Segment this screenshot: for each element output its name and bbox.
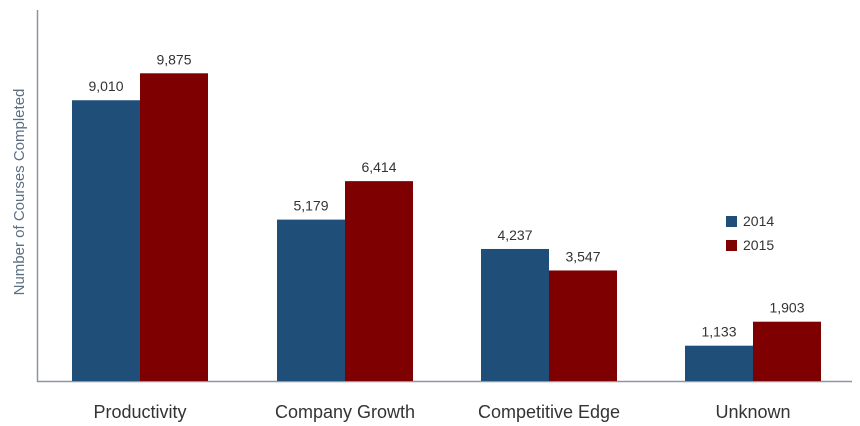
bar-2015-competitive-edge <box>549 270 617 381</box>
value-label-2015-productivity: 9,875 <box>156 51 191 67</box>
legend-label-2015: 2015 <box>743 237 774 253</box>
value-label-2014-company-growth: 5,179 <box>293 198 328 214</box>
value-label-2014-unknown: 1,133 <box>701 324 736 340</box>
value-label-2014-productivity: 9,010 <box>88 78 123 94</box>
value-label-2015-company-growth: 6,414 <box>361 159 396 175</box>
bar-2014-competitive-edge <box>481 248 549 381</box>
bar-2014-productivity <box>72 100 140 381</box>
value-label-2014-competitive-edge: 4,237 <box>497 227 532 243</box>
bars-group <box>72 73 821 382</box>
bar-2015-unknown <box>753 321 821 381</box>
x-tick-labels-group: Productivity Company Growth Competitive Ed… <box>93 402 790 422</box>
x-tick-label-productivity: Productivity <box>93 402 186 422</box>
bar-2015-productivity <box>140 73 208 382</box>
legend: 2014 2015 <box>726 213 774 253</box>
value-label-2015-competitive-edge: 3,547 <box>565 248 600 264</box>
legend-swatch-2015 <box>726 240 737 251</box>
y-axis-label: Number of Courses Completed <box>11 89 28 296</box>
bar-2014-unknown <box>685 345 753 381</box>
value-label-2015-unknown: 1,903 <box>769 300 804 316</box>
legend-swatch-2014 <box>726 216 737 227</box>
x-tick-label-company-growth: Company Growth <box>275 402 415 422</box>
value-labels-group: 9,010 9,875 5,179 6,414 4,237 3,547 1,133 1,903 <box>88 51 804 339</box>
bar-2014-company-growth <box>277 219 345 381</box>
x-tick-label-competitive-edge: Competitive Edge <box>478 402 620 422</box>
legend-label-2014: 2014 <box>743 213 774 229</box>
x-tick-label-unknown: Unknown <box>715 402 790 422</box>
bar-2015-company-growth <box>345 181 413 381</box>
